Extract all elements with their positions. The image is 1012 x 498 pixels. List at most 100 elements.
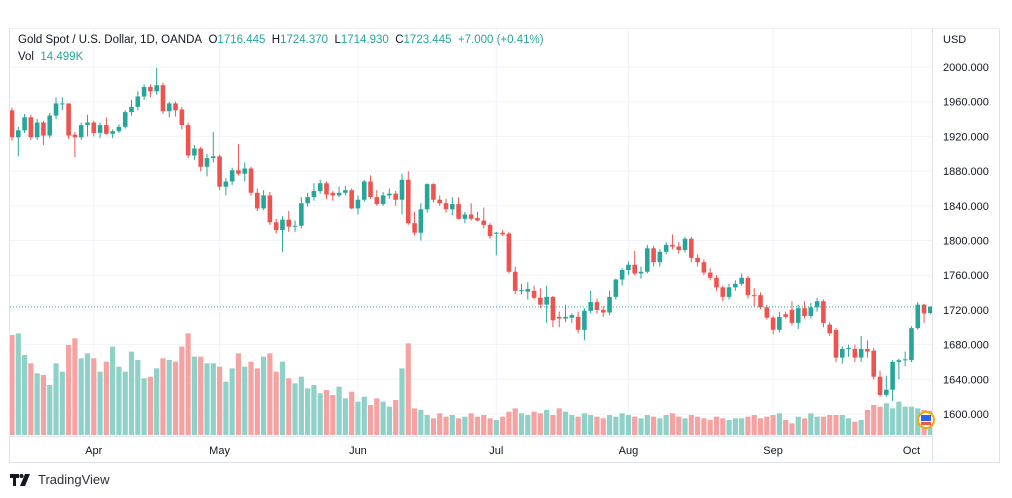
candle[interactable]	[299, 197, 304, 229]
candle[interactable]	[424, 183, 430, 213]
candle[interactable]	[292, 220, 298, 232]
currency-label[interactable]: USD	[943, 34, 967, 46]
candle[interactable]	[494, 231, 499, 256]
candle[interactable]	[852, 344, 858, 362]
candle[interactable]	[720, 285, 726, 302]
candle[interactable]	[166, 101, 172, 118]
candle[interactable]	[525, 282, 531, 300]
candle[interactable]	[468, 203, 474, 221]
candle[interactable]	[450, 197, 455, 216]
candle[interactable]	[632, 250, 638, 276]
candle[interactable]	[758, 292, 763, 310]
candle[interactable]	[575, 311, 581, 334]
candle[interactable]	[443, 198, 449, 213]
candle[interactable]	[676, 242, 682, 254]
candle[interactable]	[745, 276, 751, 299]
candle[interactable]	[707, 268, 713, 281]
candle[interactable]	[644, 244, 650, 274]
candle[interactable]	[500, 230, 505, 237]
candle[interactable]	[185, 122, 191, 159]
candle[interactable]	[613, 278, 619, 300]
candle[interactable]	[619, 268, 625, 286]
candle[interactable]	[104, 117, 109, 135]
candle[interactable]	[261, 190, 266, 211]
candle[interactable]	[626, 261, 631, 276]
candle[interactable]	[538, 288, 543, 309]
candle[interactable]	[236, 144, 241, 176]
candle[interactable]	[808, 302, 814, 319]
candle[interactable]	[22, 113, 27, 133]
candle[interactable]	[380, 191, 386, 206]
candle[interactable]	[437, 195, 443, 206]
candle[interactable]	[877, 370, 883, 397]
candle[interactable]	[122, 110, 128, 129]
candle[interactable]	[789, 301, 795, 326]
candle[interactable]	[487, 223, 493, 239]
tradingview-attribution[interactable]: TradingView	[10, 472, 110, 487]
candle[interactable]	[374, 190, 380, 206]
candle[interactable]	[839, 346, 845, 364]
candle[interactable]	[412, 211, 417, 236]
candle[interactable]	[361, 179, 367, 202]
candle[interactable]	[242, 162, 248, 182]
candle[interactable]	[343, 185, 348, 196]
candle[interactable]	[682, 237, 688, 253]
candle[interactable]	[462, 211, 468, 224]
candle[interactable]	[739, 273, 744, 286]
candle[interactable]	[399, 173, 405, 215]
candle[interactable]	[393, 191, 398, 206]
candle[interactable]	[72, 132, 78, 158]
candle[interactable]	[53, 97, 59, 120]
candle[interactable]	[594, 298, 600, 314]
candle[interactable]	[751, 288, 757, 307]
candle[interactable]	[280, 216, 285, 252]
candle[interactable]	[695, 254, 700, 267]
candle[interactable]	[663, 242, 669, 255]
candle[interactable]	[368, 175, 373, 199]
candle[interactable]	[733, 280, 738, 291]
candle[interactable]	[600, 306, 606, 317]
candle[interactable]	[512, 266, 518, 295]
candle[interactable]	[544, 285, 549, 323]
candle[interactable]	[210, 132, 216, 163]
candle[interactable]	[286, 211, 292, 232]
candle[interactable]	[267, 191, 273, 225]
candle[interactable]	[714, 275, 719, 291]
events-calendar-icon[interactable]	[917, 411, 935, 429]
candle[interactable]	[229, 167, 235, 185]
candle[interactable]	[475, 211, 480, 222]
candle[interactable]	[638, 266, 644, 279]
candle[interactable]	[97, 122, 103, 139]
candle[interactable]	[657, 249, 663, 267]
candle[interactable]	[141, 84, 147, 100]
candle[interactable]	[506, 231, 512, 274]
candle[interactable]	[833, 328, 839, 362]
candle[interactable]	[689, 237, 694, 263]
candle[interactable]	[582, 308, 587, 341]
candle[interactable]	[827, 322, 832, 336]
candle[interactable]	[531, 285, 537, 300]
candle[interactable]	[355, 195, 361, 215]
candle[interactable]	[248, 166, 254, 196]
candle[interactable]	[550, 296, 556, 328]
candle[interactable]	[204, 153, 210, 177]
candle[interactable]	[28, 114, 34, 140]
candle[interactable]	[135, 91, 141, 111]
candle[interactable]	[846, 344, 851, 357]
candle[interactable]	[884, 375, 889, 397]
candle[interactable]	[726, 283, 732, 300]
candle[interactable]	[198, 146, 203, 172]
candle[interactable]	[928, 306, 933, 315]
candle[interactable]	[387, 188, 392, 199]
candle[interactable]	[456, 197, 461, 220]
candle[interactable]	[777, 311, 782, 333]
candle[interactable]	[173, 101, 178, 117]
symbol-title[interactable]: Gold Spot / U.S. Dollar, 1D, OANDA	[18, 34, 203, 46]
candle[interactable]	[217, 154, 222, 191]
candle[interactable]	[770, 315, 776, 335]
candle[interactable]	[15, 126, 21, 157]
candle[interactable]	[890, 360, 895, 401]
candle[interactable]	[821, 299, 826, 328]
candle[interactable]	[556, 311, 562, 328]
candle[interactable]	[896, 358, 902, 380]
